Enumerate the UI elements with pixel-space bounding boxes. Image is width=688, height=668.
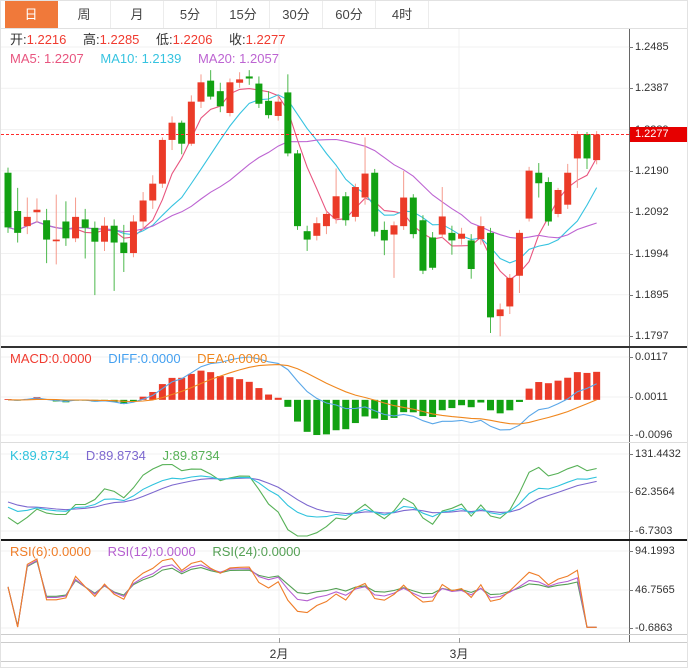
- j-value: J:89.8734: [162, 448, 220, 463]
- panel-separator: [1, 442, 687, 443]
- tab-week[interactable]: 周: [58, 1, 111, 28]
- kdj-readout: K:89.8734 D:89.8734 J:89.8734: [10, 449, 233, 463]
- high-value: 1.2285: [99, 32, 140, 47]
- panel-separator: [1, 634, 687, 635]
- axis-label: 1.2190: [629, 165, 669, 177]
- macd-chart[interactable]: [1, 349, 629, 442]
- axis-label: 1.2387: [629, 82, 669, 95]
- rsi12-value: RSI(12):0.0000: [107, 544, 196, 559]
- tab-day[interactable]: 日: [5, 1, 58, 28]
- open-value: 1.2216: [26, 32, 67, 47]
- high-label: 高:: [83, 32, 100, 47]
- k-value: K:89.8734: [10, 448, 70, 463]
- tab-15min[interactable]: 15分: [217, 1, 270, 28]
- x-axis-tick: [459, 638, 460, 643]
- axis-label: -6.7303: [628, 525, 673, 537]
- ma-readout: MA5: 1.2207 MA10: 1.2139 MA20: 1.2057: [10, 52, 292, 66]
- axis-label: 1.2485: [629, 41, 669, 53]
- x-axis[interactable]: [1, 642, 687, 662]
- current-price-tag: 1.2277: [630, 127, 687, 142]
- tab-60min[interactable]: 60分: [323, 1, 376, 28]
- axis-label: 0.0011: [629, 391, 668, 403]
- tab-month[interactable]: 月: [111, 1, 164, 28]
- tab-5min[interactable]: 5分: [164, 1, 217, 28]
- kdj-chart[interactable]: [1, 444, 629, 539]
- macd-readout: MACD:0.0000 DIFF:0.0000 DEA:0.0000: [10, 352, 280, 366]
- candlestick-chart[interactable]: [1, 29, 629, 346]
- axis-label: 62.3564: [629, 486, 675, 498]
- low-label: 低:: [156, 32, 173, 47]
- d-value: D:89.8734: [85, 448, 146, 463]
- close-value: 1.2277: [245, 32, 286, 47]
- rsi-chart[interactable]: [1, 541, 629, 634]
- ma5-readout: MA5: 1.2207: [10, 51, 84, 66]
- panel-separator: [1, 539, 687, 541]
- macd-value: MACD:0.0000: [10, 351, 92, 366]
- ma10-readout: MA10: 1.2139: [100, 51, 182, 66]
- diff-value: DIFF:0.0000: [108, 351, 181, 366]
- timeframe-tabs: 日 周 月 5分 15分 30分 60分 4时: [1, 1, 687, 29]
- tab-30min[interactable]: 30分: [270, 1, 323, 28]
- axis-label: 94.1993: [629, 545, 675, 557]
- open-label: 开:: [10, 32, 27, 47]
- x-axis-label-mar: 3月: [449, 647, 469, 661]
- axis-label: -0.6863: [628, 622, 673, 634]
- axis-label: 1.1895: [629, 289, 669, 301]
- rsi6-value: RSI(6):0.0000: [10, 544, 91, 559]
- axis-label: 46.7565: [629, 584, 675, 596]
- rsi-readout: RSI(6):0.0000 RSI(12):0.0000 RSI(24):0.0…: [10, 545, 314, 559]
- axis-label: 0.0117: [629, 351, 668, 363]
- axis-label: 1.1994: [629, 247, 669, 260]
- rsi24-value: RSI(24):0.0000: [212, 544, 301, 559]
- tab-4hour[interactable]: 4时: [376, 1, 429, 28]
- axis-label: -0.0096: [628, 429, 673, 441]
- axis-label: 1.2092: [629, 206, 669, 219]
- panel-separator: [1, 346, 687, 348]
- x-axis-tick: [279, 638, 280, 643]
- ohlc-readout: 开:1.2216 高:1.2285 低:1.2206 收:1.2277: [10, 33, 298, 47]
- low-value: 1.2206: [172, 32, 213, 47]
- axis-label: 1.1797: [629, 330, 669, 343]
- axis-label: 131.4432: [629, 448, 681, 460]
- dea-value: DEA:0.0000: [197, 351, 268, 366]
- close-label: 收:: [229, 32, 246, 47]
- price-axis-border: [629, 29, 630, 642]
- ma20-readout: MA20: 1.2057: [197, 51, 279, 66]
- x-axis-label-feb: 2月: [269, 647, 289, 661]
